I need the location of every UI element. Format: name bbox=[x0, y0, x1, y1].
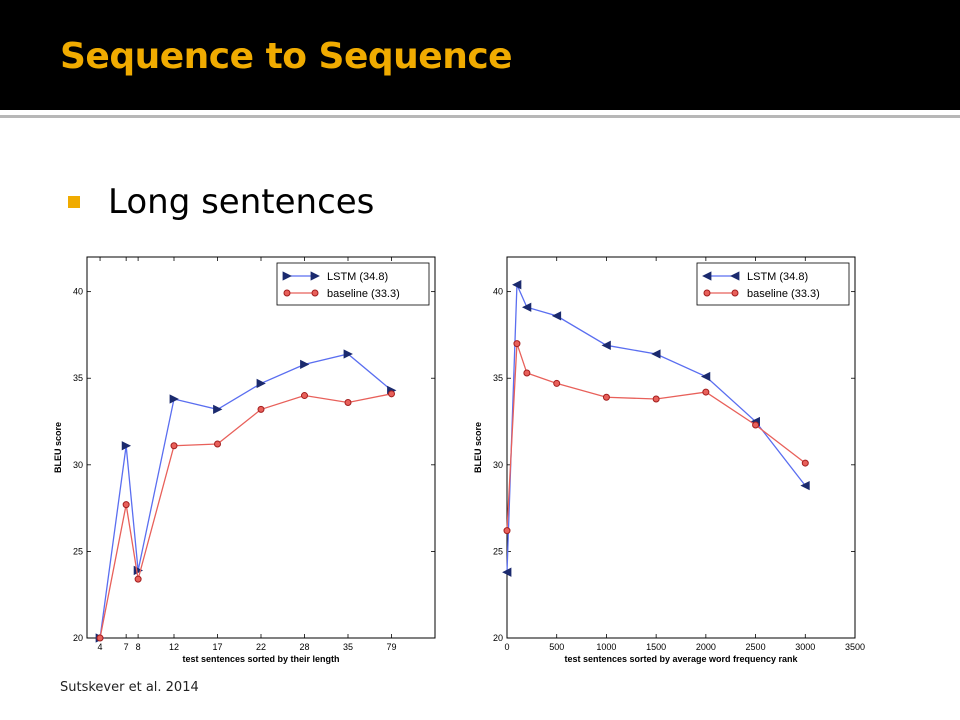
data-point bbox=[343, 349, 353, 359]
title-bar: Sequence to Sequence bbox=[0, 0, 960, 110]
x-tick-label: 3000 bbox=[795, 642, 815, 652]
x-tick-label: 1500 bbox=[646, 642, 666, 652]
y-tick-label: 35 bbox=[493, 373, 503, 383]
x-tick-label: 2000 bbox=[696, 642, 716, 652]
data-point bbox=[96, 634, 104, 642]
x-tick-label: 35 bbox=[343, 642, 353, 652]
data-point bbox=[651, 349, 661, 359]
data-point bbox=[702, 388, 710, 396]
y-tick-label: 25 bbox=[493, 546, 503, 556]
x-tick-label: 8 bbox=[136, 642, 141, 652]
legend-box bbox=[276, 262, 430, 306]
x-tick-label: 1000 bbox=[596, 642, 616, 652]
x-tick-label: 7 bbox=[124, 642, 129, 652]
data-point bbox=[122, 501, 130, 509]
bleu-by-length-chart: 20 25 30 35 40 4 7 8 12 17 22 28 35 79 test sentences … bbox=[53, 256, 436, 664]
data-point bbox=[121, 441, 132, 451]
data-point bbox=[503, 527, 511, 535]
x-tick-label: 17 bbox=[212, 642, 222, 652]
series-baseline bbox=[503, 340, 809, 535]
legend-marker bbox=[702, 271, 712, 281]
x-tick-label: 79 bbox=[386, 642, 396, 652]
series-baseline bbox=[96, 390, 395, 642]
y-tick-label: 35 bbox=[73, 373, 83, 383]
data-point bbox=[801, 459, 809, 467]
x-tick-label: 500 bbox=[549, 642, 564, 652]
data-point bbox=[257, 405, 265, 413]
data-point bbox=[652, 395, 660, 403]
y-tick-label: 40 bbox=[493, 287, 503, 297]
x-tick-label: 12 bbox=[169, 642, 179, 652]
legend-label: baseline (33.3) bbox=[327, 288, 400, 300]
y-axis-label: BLEU score bbox=[473, 422, 483, 473]
data-point bbox=[512, 280, 522, 290]
x-tick-label: 22 bbox=[256, 642, 266, 652]
y-tick-label: 25 bbox=[73, 546, 83, 556]
legend-marker bbox=[283, 289, 291, 297]
data-point bbox=[752, 421, 760, 429]
data-point bbox=[300, 359, 310, 370]
legend-label: baseline (33.3) bbox=[747, 288, 820, 300]
data-point bbox=[602, 393, 610, 401]
x-axis-label: test sentences sorted by average word fr… bbox=[564, 654, 798, 664]
bullet-marker bbox=[68, 196, 80, 208]
x-axis-label: test sentences sorted by their length bbox=[182, 654, 339, 664]
x-tick-label: 3500 bbox=[845, 642, 865, 652]
y-tick-label: 20 bbox=[493, 633, 503, 643]
x-tick-label: 0 bbox=[504, 642, 509, 652]
title-divider bbox=[0, 115, 960, 118]
plot-area bbox=[86, 256, 436, 639]
data-point bbox=[523, 369, 531, 377]
data-point bbox=[301, 392, 308, 400]
data-point bbox=[553, 379, 561, 387]
data-point bbox=[214, 440, 221, 448]
x-tick-label: 2500 bbox=[746, 642, 766, 652]
legend-marker bbox=[730, 271, 740, 281]
data-point bbox=[800, 480, 810, 491]
legend: LSTM (34.8) baseline (33.3) bbox=[696, 262, 850, 306]
slide-title: Sequence to Sequence bbox=[60, 36, 513, 77]
data-point bbox=[170, 442, 178, 450]
data-point bbox=[502, 567, 512, 577]
y-tick-label: 40 bbox=[73, 287, 83, 297]
data-point bbox=[513, 340, 521, 348]
y-tick-label: 20 bbox=[73, 633, 83, 643]
data-point bbox=[521, 302, 532, 312]
data-point bbox=[256, 378, 266, 389]
legend-marker bbox=[310, 271, 320, 281]
legend-marker bbox=[311, 289, 319, 297]
legend-marker bbox=[282, 271, 292, 281]
data-point bbox=[213, 404, 223, 415]
data-point bbox=[344, 398, 352, 406]
x-tick-label: 28 bbox=[299, 642, 309, 652]
series-lstm bbox=[502, 280, 810, 577]
bullet-text: Long sentences bbox=[108, 182, 375, 222]
legend-label: LSTM (34.8) bbox=[327, 271, 388, 283]
legend-box bbox=[696, 262, 850, 306]
y-tick-label: 30 bbox=[73, 460, 83, 470]
legend-marker bbox=[731, 289, 739, 297]
data-point bbox=[388, 390, 395, 398]
y-tick-label: 30 bbox=[493, 460, 503, 470]
data-point bbox=[134, 575, 142, 583]
x-tick-label: 4 bbox=[98, 642, 103, 652]
legend-label: LSTM (34.8) bbox=[747, 271, 808, 283]
bleu-by-frequency-chart: 20 25 30 35 40 0 500 1000 1500 2000 2500 3000 3500 te… bbox=[473, 256, 865, 664]
y-axis-label: BLEU score bbox=[53, 422, 63, 473]
legend-marker bbox=[703, 289, 711, 297]
legend: LSTM (34.8) baseline (33.3) bbox=[276, 262, 430, 306]
data-point bbox=[700, 371, 711, 382]
citation: Sutskever et al. 2014 bbox=[60, 680, 199, 695]
data-point bbox=[551, 311, 562, 321]
data-point bbox=[169, 394, 179, 404]
data-point bbox=[601, 340, 611, 350]
